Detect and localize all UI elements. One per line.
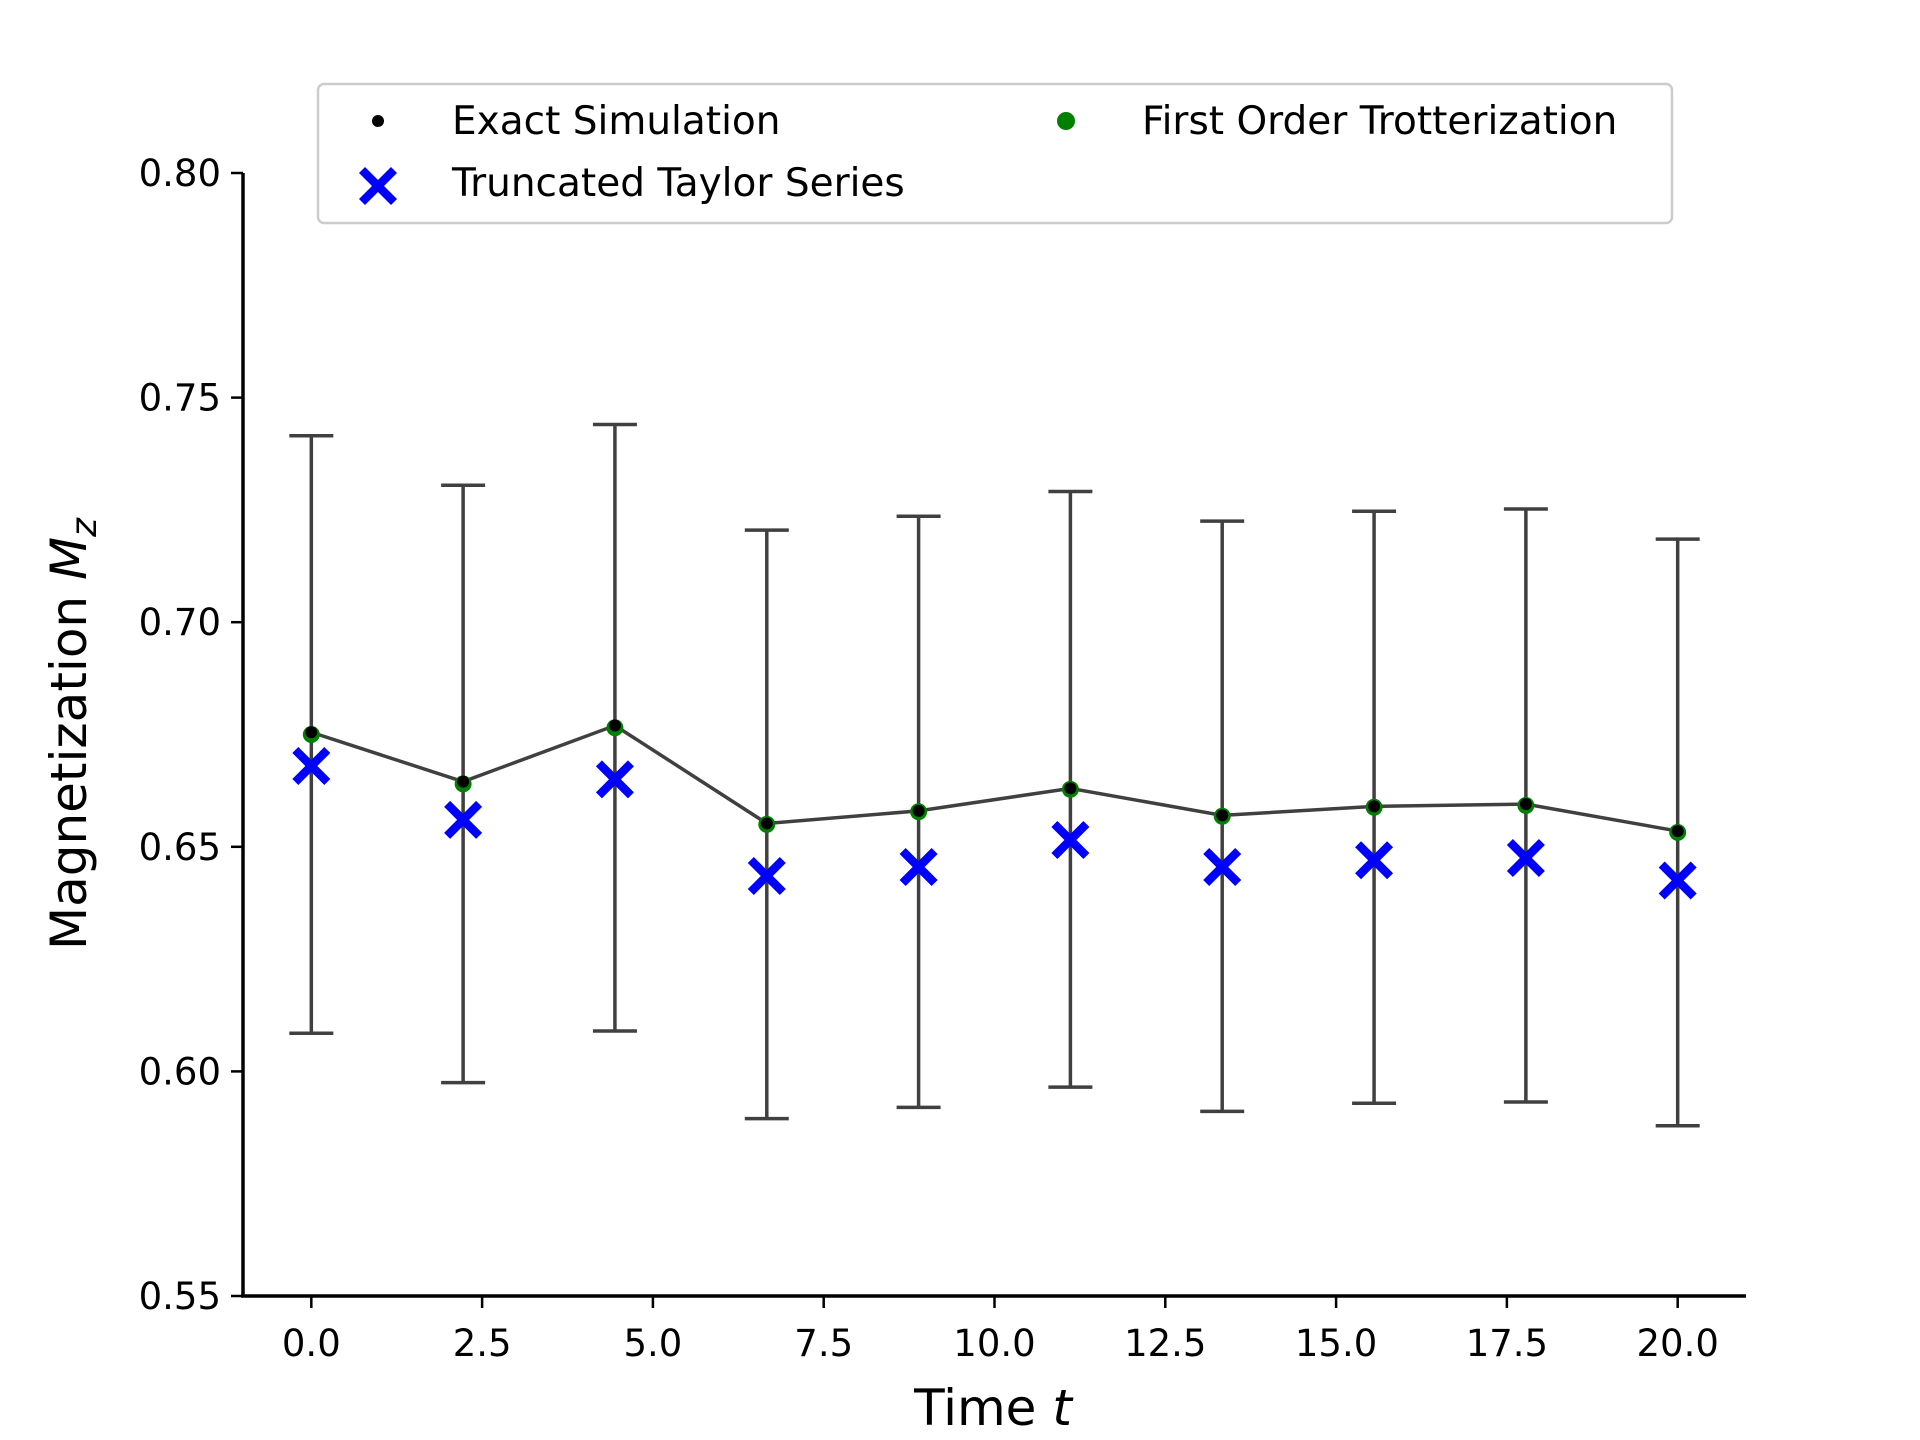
axes: [241, 173, 1746, 1298]
y-tick-label: 0.60: [139, 1050, 221, 1093]
ticks: 0.0 2.5 5.0 7.5 10.0 12.5 15.0 17.5 20.0 0.55 0.60…: [139, 152, 1719, 1365]
exact-point: [1216, 809, 1229, 822]
exact-point: [1368, 800, 1381, 813]
x-axis-label: Time t: [913, 1379, 1074, 1437]
legend-marker-exact: [372, 115, 384, 127]
taylor-point-shape: [1658, 861, 1697, 900]
taylor-point: [747, 856, 786, 895]
taylor-point-shape: [292, 746, 331, 785]
x-axis-label-text: Time: [913, 1379, 1052, 1437]
y-tick-label: 0.55: [139, 1275, 221, 1318]
exact-point: [1671, 825, 1684, 838]
legend-label-trotter: First Order Trotterization: [1142, 99, 1617, 144]
taylor-point-shape: [1051, 821, 1090, 860]
y-tick-label: 0.80: [139, 152, 221, 195]
y-tick-label: 0.70: [139, 601, 221, 644]
x-tick-label: 15.0: [1295, 1322, 1377, 1365]
legend-box: [316, 82, 1674, 225]
taylor-point-shape: [1506, 839, 1545, 878]
legend-marker-taylor: [359, 167, 397, 205]
x-tick-label: 12.5: [1124, 1322, 1206, 1365]
legend-label-exact: Exact Simulation: [452, 99, 781, 144]
exact-point: [457, 775, 470, 788]
x-tick-label: 10.0: [953, 1322, 1035, 1365]
x-axis-label-var: t: [1052, 1379, 1074, 1437]
taylor-point-shape: [595, 760, 634, 799]
x-tick-label: 5.0: [623, 1322, 682, 1365]
exact-point: [760, 817, 773, 830]
x-tick-label: 20.0: [1636, 1322, 1718, 1365]
legend-label-taylor: Truncated Taylor Series: [451, 161, 905, 206]
plot-area: [289, 422, 1700, 1128]
legend-marker-taylor-shape: [359, 167, 397, 205]
exact-point: [1064, 782, 1077, 795]
y-axis-label-sub: z: [64, 517, 105, 538]
x-tick-label: 0.0: [282, 1322, 341, 1365]
taylor-point: [1355, 841, 1394, 880]
y-axis-label: Magnetization Mz: [40, 517, 105, 950]
taylor-point: [444, 800, 483, 839]
taylor-point: [1506, 839, 1545, 878]
exact-point: [608, 719, 621, 732]
taylor-point-shape: [1203, 848, 1242, 887]
exact-point: [912, 804, 925, 817]
taylor-point: [595, 760, 634, 799]
taylor-point: [292, 746, 331, 785]
x-tick-label: 7.5: [794, 1322, 853, 1365]
legend: Exact Simulation First Order Trotterizat…: [316, 82, 1674, 225]
y-tick-label: 0.75: [139, 377, 221, 420]
y-tick-label: 0.65: [139, 826, 221, 869]
taylor-point-shape: [1355, 841, 1394, 880]
legend-marker-trotter: [1057, 112, 1075, 130]
x-tick-label: 2.5: [453, 1322, 512, 1365]
taylor-point: [1658, 861, 1697, 900]
taylor-point: [1203, 848, 1242, 887]
taylor-point-shape: [444, 800, 483, 839]
y-axis-label-var: M: [40, 537, 98, 580]
taylor-point-shape: [899, 848, 938, 887]
taylor-point-shape: [747, 856, 786, 895]
taylor-point: [1051, 821, 1090, 860]
exact-simulation-line: [310, 723, 1678, 833]
taylor-point: [899, 848, 938, 887]
x-tick-label: 17.5: [1466, 1322, 1548, 1365]
exact-point: [1519, 798, 1532, 811]
y-axis-label-text: Magnetization: [40, 580, 98, 950]
exact-point: [305, 726, 318, 739]
